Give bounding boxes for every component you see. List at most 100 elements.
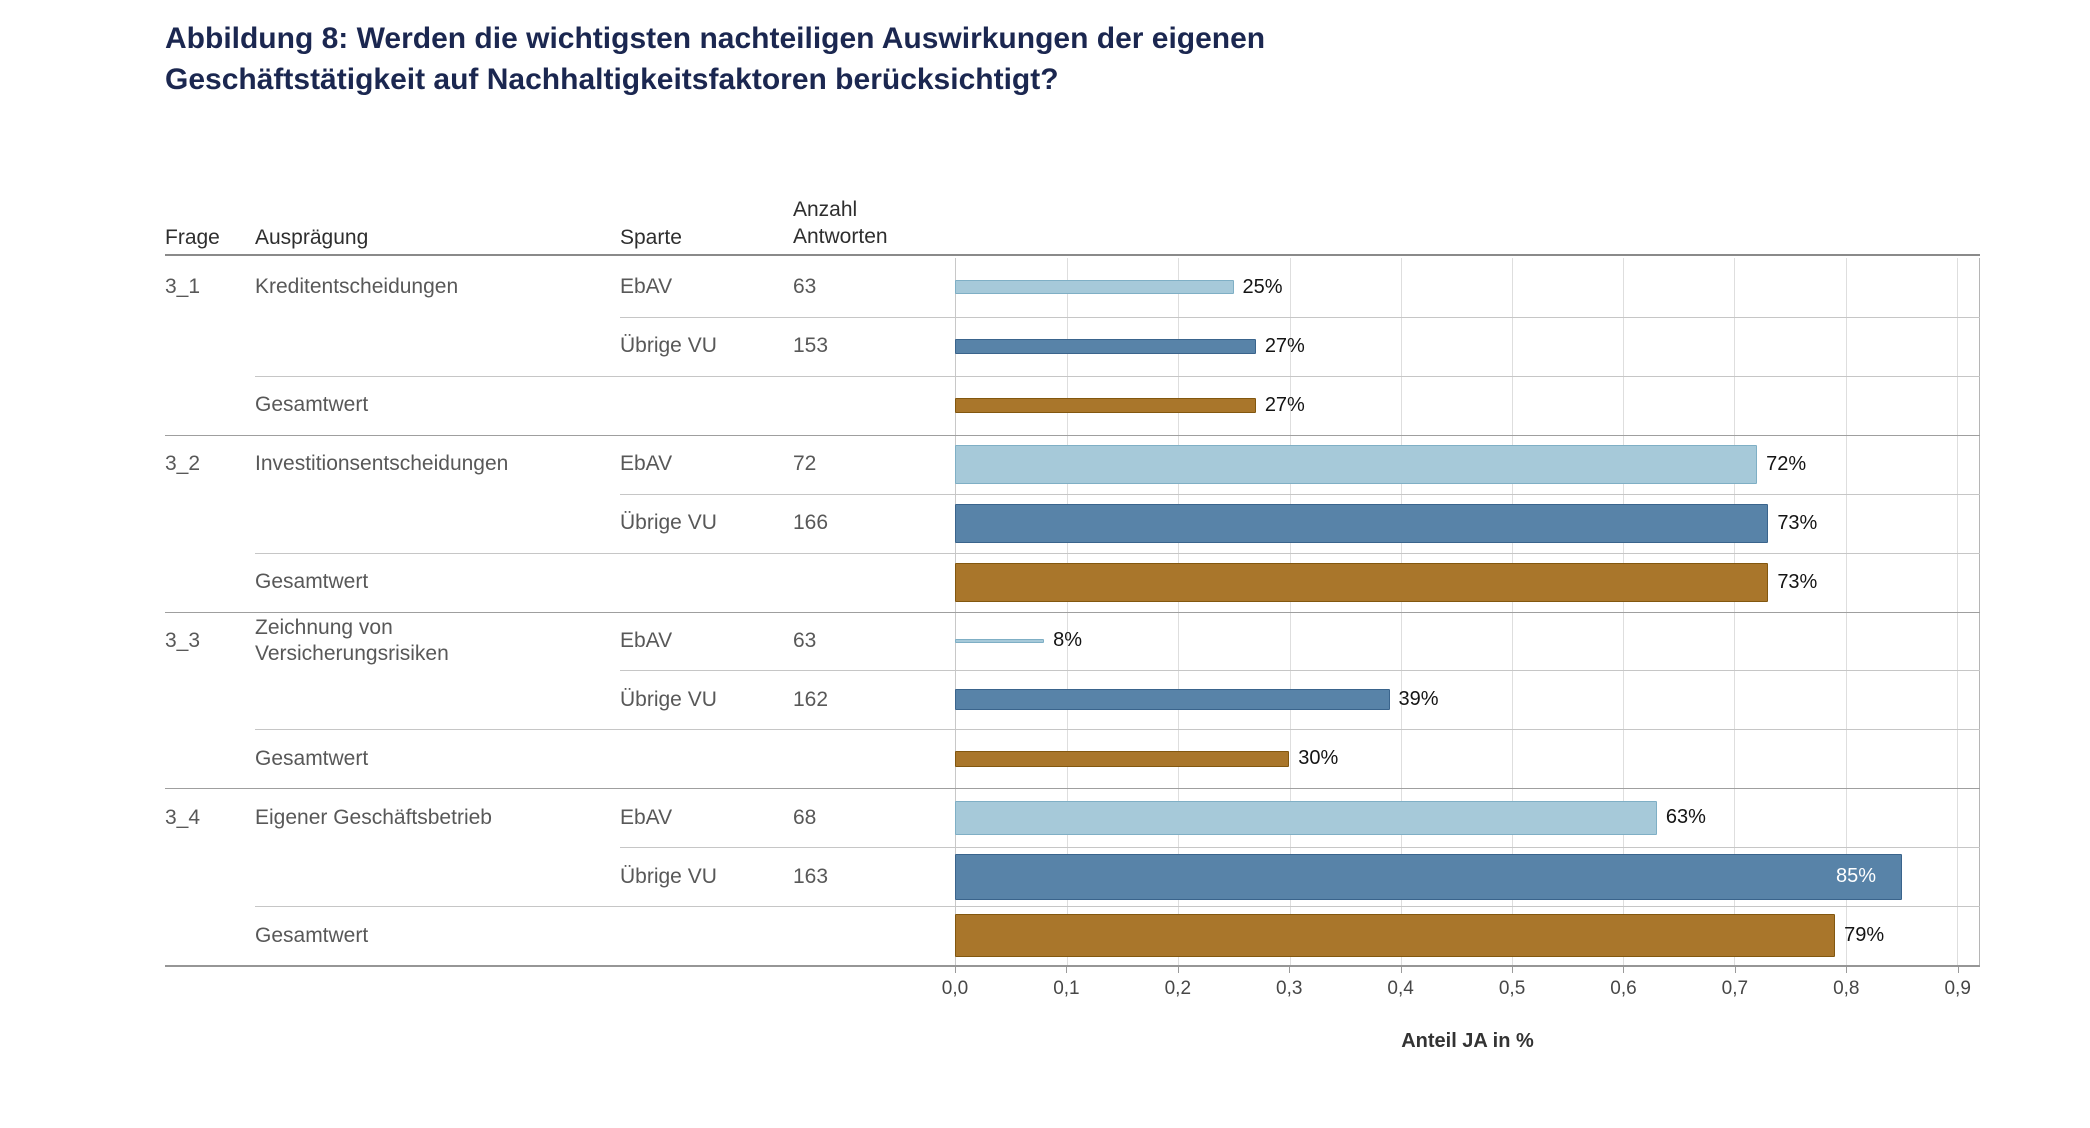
- table-row: Gesamtwert 73%: [165, 553, 1980, 613]
- sparte-cell: EbAV: [620, 805, 673, 829]
- table-row: Übrige VU 162 39%: [165, 670, 1980, 731]
- frage-cell: 3_3: [165, 628, 201, 652]
- bar-value-label: 73%: [1777, 570, 1818, 593]
- bar-uebrige-vu: [955, 689, 1390, 711]
- x-axis-title: Anteil JA in %: [1401, 1030, 1534, 1052]
- figure-title-line2: Geschäftstätigkeit auf Nachhaltigkeitsfa…: [165, 63, 1059, 96]
- plot-row: 8%: [955, 612, 1980, 671]
- table-row: Übrige VU 153 27%: [165, 317, 1980, 377]
- x-tick-label: 0,2: [1164, 978, 1192, 999]
- x-tick-label: 0,9: [1944, 978, 1971, 999]
- bar-value-label: 85%: [1836, 865, 1877, 888]
- x-tick-mark: [955, 967, 956, 973]
- anzahl-cell: 72: [793, 452, 817, 476]
- x-tick-label: 0,6: [1610, 978, 1637, 999]
- bar-uebrige-vu: [955, 338, 1256, 354]
- x-tick-label: 0,5: [1498, 978, 1526, 999]
- x-tick-label: 0,3: [1276, 978, 1303, 999]
- x-tick-mark: [1177, 967, 1179, 973]
- bar-value-label: 39%: [1398, 688, 1439, 711]
- x-tick-mark: [1512, 967, 1514, 973]
- auspraegung-cell: Eigener Geschäftsbetrieb: [255, 805, 492, 829]
- frage-cell: 3_2: [165, 452, 201, 476]
- x-axis: 0,0 0,1 0,2 0,3 0,4 0,5 0,6 0,7 0,8 0,9: [942, 967, 1980, 1007]
- bar-ebav: [955, 280, 1234, 295]
- table-row: 3_1 Kreditentscheidungen EbAV 63 25%: [165, 258, 1980, 318]
- gesamtwert-cell: Gesamtwert: [255, 923, 369, 947]
- anzahl-cell: 162: [793, 687, 829, 711]
- anzahl-cell: 63: [793, 628, 817, 652]
- table-row: 3_4 Eigener Geschäftsbetrieb EbAV 68 63%: [165, 788, 1980, 849]
- bar-value-label: 79%: [1844, 924, 1885, 947]
- x-tick-mark: [1623, 967, 1625, 973]
- chart-table: 3_1 Kreditentscheidungen EbAV 63 25% Übr…: [165, 258, 1980, 967]
- sparte-cell: Übrige VU: [620, 511, 717, 535]
- plot-row: 25%: [955, 258, 1980, 317]
- x-tick-label: 0,4: [1387, 978, 1414, 999]
- sparte-cell: EbAV: [620, 628, 673, 652]
- figure-title: Abbildung 8: Werden die wichtigsten nach…: [165, 18, 1265, 100]
- plot-row: 72%: [955, 435, 1980, 494]
- plot-row: 63%: [955, 788, 1980, 847]
- bar-value-label: 72%: [1766, 452, 1807, 475]
- frage-cell: 3_1: [165, 275, 201, 299]
- bar-gesamtwert: [955, 397, 1256, 413]
- x-tick-mark: [1957, 967, 1959, 973]
- x-tick-mark: [1400, 967, 1402, 973]
- bar-gesamtwert: [955, 750, 1290, 767]
- bar-value-label: 25%: [1242, 275, 1283, 298]
- sparte-cell: EbAV: [620, 452, 673, 476]
- sparte-cell: Übrige VU: [620, 687, 717, 711]
- x-tick-label: 0,8: [1833, 978, 1860, 999]
- table-row: Gesamtwert 79%: [165, 906, 1980, 965]
- auspraegung-cell: Kreditentscheidungen: [255, 275, 459, 299]
- table-row: 3_3 Zeichnung von Versicherungsrisiken E…: [165, 612, 1980, 672]
- plot-row: 39%: [955, 670, 1980, 729]
- bar-gesamtwert: [955, 914, 1836, 958]
- bar-ebav: [955, 444, 1758, 484]
- bar-uebrige-vu: [955, 503, 1769, 543]
- x-tick-mark: [1289, 967, 1291, 973]
- bar-value-label: 30%: [1298, 747, 1339, 770]
- plot-row: 79%: [955, 906, 1980, 965]
- bar-value-label: 27%: [1264, 393, 1305, 416]
- sparte-cell: Übrige VU: [620, 334, 717, 358]
- gesamtwert-cell: Gesamtwert: [255, 393, 369, 417]
- anzahl-cell: 153: [793, 334, 829, 358]
- gesamtwert-cell: Gesamtwert: [255, 746, 369, 770]
- sparte-cell: Übrige VU: [620, 864, 717, 888]
- bar-gesamtwert: [955, 562, 1769, 602]
- bar-value-label: 8%: [1053, 629, 1083, 652]
- column-header-sparte: Sparte: [620, 226, 682, 249]
- plot-row: 30%: [955, 729, 1980, 788]
- bar-value-label: 27%: [1264, 334, 1305, 357]
- header-divider: [165, 254, 1980, 256]
- x-tick-mark: [1846, 967, 1848, 973]
- x-tick-label: 0,0: [941, 978, 969, 999]
- figure-title-line1: Abbildung 8: Werden die wichtigsten nach…: [165, 22, 1266, 55]
- auspraegung-cell: Zeichnung von Versicherungsrisiken: [255, 615, 449, 665]
- table-row: Gesamtwert 30%: [165, 729, 1980, 790]
- sparte-cell: EbAV: [620, 275, 673, 299]
- bar-ebav: [955, 638, 1045, 643]
- frage-cell: 3_4: [165, 805, 201, 829]
- bar-ebav: [955, 800, 1657, 835]
- bar-value-label: 73%: [1777, 511, 1818, 534]
- bar-uebrige-vu: [955, 853, 1902, 900]
- bar-value-label: 63%: [1665, 806, 1706, 829]
- table-row: Übrige VU 166 73%: [165, 494, 1980, 554]
- table-row: Übrige VU 163 85%: [165, 847, 1980, 907]
- column-header-anzahl-antworten: Anzahl Antworten: [793, 198, 888, 248]
- anzahl-cell: 163: [793, 864, 829, 888]
- auspraegung-cell: Investitionsentscheidungen: [255, 452, 509, 476]
- column-header-frage: Frage: [165, 226, 220, 249]
- column-header-auspraegung: Ausprägung: [255, 226, 369, 249]
- plot-row: 73%: [955, 494, 1980, 553]
- anzahl-cell: 63: [793, 275, 817, 299]
- plot-row: 85%: [955, 847, 1980, 906]
- x-tick-label: 0,1: [1053, 978, 1080, 999]
- table-row: 3_2 Investitionsentscheidungen EbAV 72 7…: [165, 435, 1980, 495]
- anzahl-cell: 166: [793, 511, 829, 535]
- plot-row: 27%: [955, 376, 1980, 435]
